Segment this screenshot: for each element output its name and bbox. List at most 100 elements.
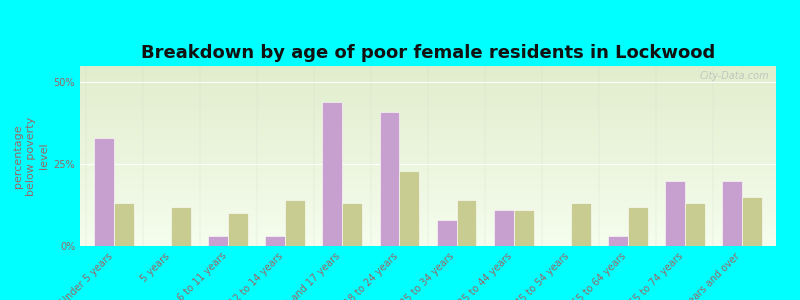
Bar <box>80 224 776 226</box>
Bar <box>80 133 776 134</box>
Bar <box>80 73 776 75</box>
Bar <box>80 120 776 122</box>
Bar <box>80 107 776 109</box>
Bar <box>80 158 776 160</box>
Title: Breakdown by age of poor female residents in Lockwood: Breakdown by age of poor female resident… <box>141 44 715 62</box>
Bar <box>80 97 776 98</box>
Bar <box>379 112 399 246</box>
Bar <box>80 233 776 235</box>
Bar <box>80 106 776 107</box>
Bar <box>80 156 776 158</box>
Bar <box>80 125 776 127</box>
Bar <box>80 142 776 143</box>
Bar <box>742 197 762 246</box>
Bar <box>80 174 776 176</box>
Bar <box>171 207 191 246</box>
Bar <box>80 118 776 120</box>
Bar <box>80 122 776 124</box>
Y-axis label: percentage
below poverty
level: percentage below poverty level <box>13 116 50 196</box>
Bar <box>80 232 776 233</box>
Bar <box>80 102 776 104</box>
Bar <box>80 84 776 86</box>
Bar <box>80 185 776 187</box>
Bar <box>80 93 776 95</box>
Bar <box>685 203 705 246</box>
Bar <box>80 71 776 73</box>
Bar <box>80 181 776 183</box>
Bar <box>80 100 776 102</box>
Bar <box>80 192 776 194</box>
Bar <box>722 181 742 246</box>
Bar <box>80 217 776 219</box>
Text: City-Data.com: City-Data.com <box>699 71 769 81</box>
Bar <box>570 203 590 246</box>
Bar <box>80 226 776 228</box>
Bar <box>80 163 776 165</box>
Bar <box>80 160 776 161</box>
Bar <box>80 145 776 147</box>
Bar <box>80 152 776 154</box>
Bar <box>114 203 134 246</box>
Bar <box>80 124 776 125</box>
Bar <box>322 102 342 246</box>
Bar <box>80 98 776 100</box>
Bar <box>80 208 776 210</box>
Bar <box>80 206 776 208</box>
Bar <box>514 210 534 246</box>
Bar <box>80 127 776 129</box>
Bar <box>457 200 477 246</box>
Bar <box>80 210 776 212</box>
Bar <box>80 199 776 201</box>
Bar <box>80 203 776 205</box>
Bar <box>80 138 776 140</box>
Bar <box>286 200 306 246</box>
Bar <box>208 236 228 246</box>
Bar <box>80 183 776 185</box>
Bar <box>80 221 776 223</box>
Bar <box>80 176 776 178</box>
Bar <box>80 113 776 115</box>
Bar <box>80 66 776 68</box>
Bar <box>80 178 776 179</box>
Bar <box>342 203 362 246</box>
Bar <box>80 235 776 237</box>
Bar <box>80 109 776 111</box>
Bar <box>80 212 776 214</box>
Bar <box>80 188 776 190</box>
Bar <box>80 79 776 80</box>
Bar <box>80 80 776 82</box>
Bar <box>628 207 648 246</box>
Bar <box>80 187 776 188</box>
Bar <box>80 196 776 197</box>
Bar <box>80 197 776 199</box>
Bar <box>80 165 776 167</box>
Bar <box>80 215 776 217</box>
Bar <box>80 140 776 142</box>
Bar <box>80 104 776 106</box>
Bar <box>494 210 514 246</box>
Bar <box>80 70 776 71</box>
Bar <box>437 220 457 246</box>
Bar <box>80 75 776 77</box>
Bar <box>80 169 776 170</box>
Bar <box>80 82 776 84</box>
Bar <box>80 86 776 88</box>
Bar <box>80 91 776 93</box>
Bar <box>80 88 776 89</box>
Bar <box>228 213 248 246</box>
Bar <box>80 172 776 174</box>
Bar <box>80 154 776 156</box>
Bar <box>80 68 776 70</box>
Bar <box>80 239 776 241</box>
Bar <box>80 134 776 136</box>
Bar <box>80 223 776 224</box>
Bar <box>608 236 628 246</box>
Bar <box>80 167 776 169</box>
Bar <box>80 179 776 181</box>
Bar <box>80 244 776 246</box>
Bar <box>80 194 776 196</box>
Bar <box>80 147 776 149</box>
Bar <box>80 136 776 138</box>
Bar <box>94 138 114 246</box>
Bar <box>80 89 776 91</box>
